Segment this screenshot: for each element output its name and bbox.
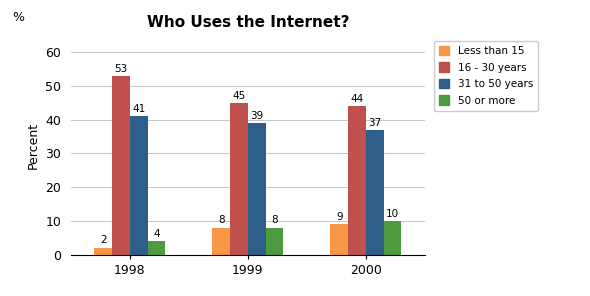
Bar xyxy=(112,76,130,255)
Y-axis label: Percent: Percent xyxy=(27,121,40,169)
Text: %: % xyxy=(12,12,24,24)
Text: 2: 2 xyxy=(100,235,107,245)
Text: 4: 4 xyxy=(153,229,160,239)
Bar xyxy=(366,130,384,255)
Bar xyxy=(94,248,112,255)
Title: Who Uses the Internet?: Who Uses the Internet? xyxy=(146,15,349,30)
Text: 39: 39 xyxy=(250,111,263,121)
Bar xyxy=(266,228,283,255)
Text: 9: 9 xyxy=(336,212,343,222)
Text: 8: 8 xyxy=(218,215,225,225)
Text: 41: 41 xyxy=(132,104,145,114)
Bar xyxy=(330,224,348,255)
Text: 45: 45 xyxy=(232,91,245,101)
Text: 44: 44 xyxy=(350,94,363,104)
Bar xyxy=(148,241,165,255)
Bar xyxy=(248,123,266,255)
Text: 10: 10 xyxy=(386,208,399,218)
Text: 53: 53 xyxy=(114,64,127,74)
Legend: Less than 15, 16 - 30 years, 31 to 50 years, 50 or more: Less than 15, 16 - 30 years, 31 to 50 ye… xyxy=(434,41,538,111)
Text: 37: 37 xyxy=(368,118,381,128)
Bar xyxy=(212,228,230,255)
Bar xyxy=(130,116,148,255)
Bar xyxy=(230,103,248,255)
Bar xyxy=(348,106,366,255)
Bar xyxy=(384,221,401,255)
Text: 8: 8 xyxy=(271,215,278,225)
